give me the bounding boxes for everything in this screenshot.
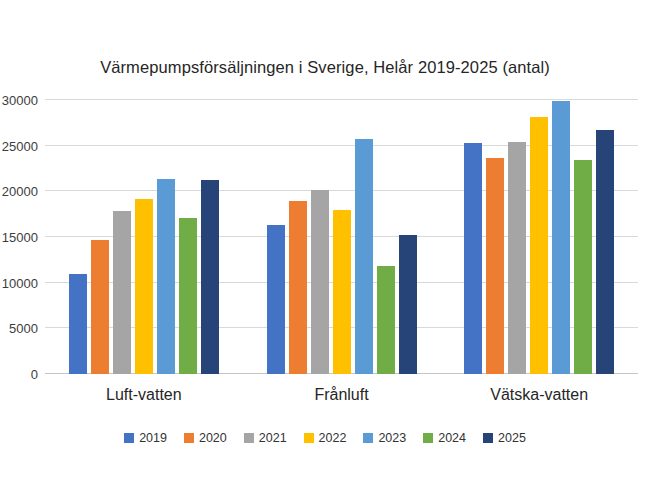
legend-label-2019: 2019 [139, 431, 167, 445]
legend-swatch-icon-2021 [244, 433, 254, 443]
x-category-label-luft-vatten: Luft-vatten [45, 386, 243, 404]
y-axis: 050001000015000200002500030000 [0, 100, 38, 374]
legend-item-2025: 2025 [483, 431, 526, 445]
bar-2024-luft-vatten [179, 218, 197, 374]
legend-label-2022: 2022 [319, 431, 347, 445]
legend-swatch-icon-2023 [363, 433, 373, 443]
y-tick-label-25000: 25000 [2, 138, 38, 153]
bar-2024-fr-nluft [377, 266, 395, 374]
bar-2022-fr-nluft [333, 210, 351, 374]
legend-swatch-icon-2025 [483, 433, 493, 443]
bar-2024-v-tska-vatten [574, 160, 592, 374]
legend-swatch-icon-2019 [124, 433, 134, 443]
legend-label-2024: 2024 [438, 431, 466, 445]
legend-item-2021: 2021 [244, 431, 287, 445]
chart: Värmepumpsförsäljningen i Sverige, Helår… [0, 0, 650, 500]
y-tick-label-30000: 30000 [2, 93, 38, 108]
x-category-label-v-tska-vatten: Vätska-vatten [440, 386, 638, 404]
bar-2022-v-tska-vatten [530, 117, 548, 374]
bar-2025-fr-nluft [399, 235, 417, 374]
bar-2025-luft-vatten [201, 180, 219, 374]
x-category-label-fr-nluft: Frånluft [243, 386, 441, 404]
legend-swatch-icon-2020 [184, 433, 194, 443]
bar-group-v-tska-vatten [440, 100, 638, 374]
legend-swatch-icon-2022 [304, 433, 314, 443]
bar-2021-fr-nluft [311, 190, 329, 374]
legend-swatch-icon-2024 [423, 433, 433, 443]
bar-2025-v-tska-vatten [596, 130, 614, 374]
y-tick-label-5000: 5000 [9, 321, 38, 336]
legend-label-2023: 2023 [378, 431, 406, 445]
bar-2019-v-tska-vatten [464, 143, 482, 374]
bar-2021-v-tska-vatten [508, 142, 526, 374]
bar-2020-fr-nluft [289, 201, 307, 374]
legend-item-2023: 2023 [363, 431, 406, 445]
x-axis-labels: Luft-vattenFrånluftVätska-vatten [45, 386, 638, 404]
bar-group-luft-vatten [45, 100, 243, 374]
legend-item-2019: 2019 [124, 431, 167, 445]
bar-2021-luft-vatten [113, 211, 131, 374]
y-tick-label-10000: 10000 [2, 275, 38, 290]
bar-groups [45, 100, 638, 374]
bar-2023-fr-nluft [355, 139, 373, 374]
y-tick-label-0: 0 [31, 367, 38, 382]
y-tick-label-15000: 15000 [2, 230, 38, 245]
bar-2020-v-tska-vatten [486, 158, 504, 374]
bar-2020-luft-vatten [91, 240, 109, 374]
bar-2023-luft-vatten [157, 179, 175, 374]
legend-item-2020: 2020 [184, 431, 227, 445]
plot-area [45, 100, 638, 374]
legend-item-2024: 2024 [423, 431, 466, 445]
bar-2022-luft-vatten [135, 199, 153, 374]
legend-label-2020: 2020 [199, 431, 227, 445]
legend-item-2022: 2022 [304, 431, 347, 445]
bar-group-fr-nluft [243, 100, 441, 374]
bar-2019-luft-vatten [69, 274, 87, 374]
chart-title: Värmepumpsförsäljningen i Sverige, Helår… [10, 58, 640, 77]
bar-2019-fr-nluft [267, 225, 285, 374]
y-tick-label-20000: 20000 [2, 184, 38, 199]
bar-2023-v-tska-vatten [552, 101, 570, 374]
legend: 2019 2020 2021 2022 2023 2024 2025 [0, 431, 650, 445]
legend-label-2021: 2021 [259, 431, 287, 445]
legend-label-2025: 2025 [498, 431, 526, 445]
